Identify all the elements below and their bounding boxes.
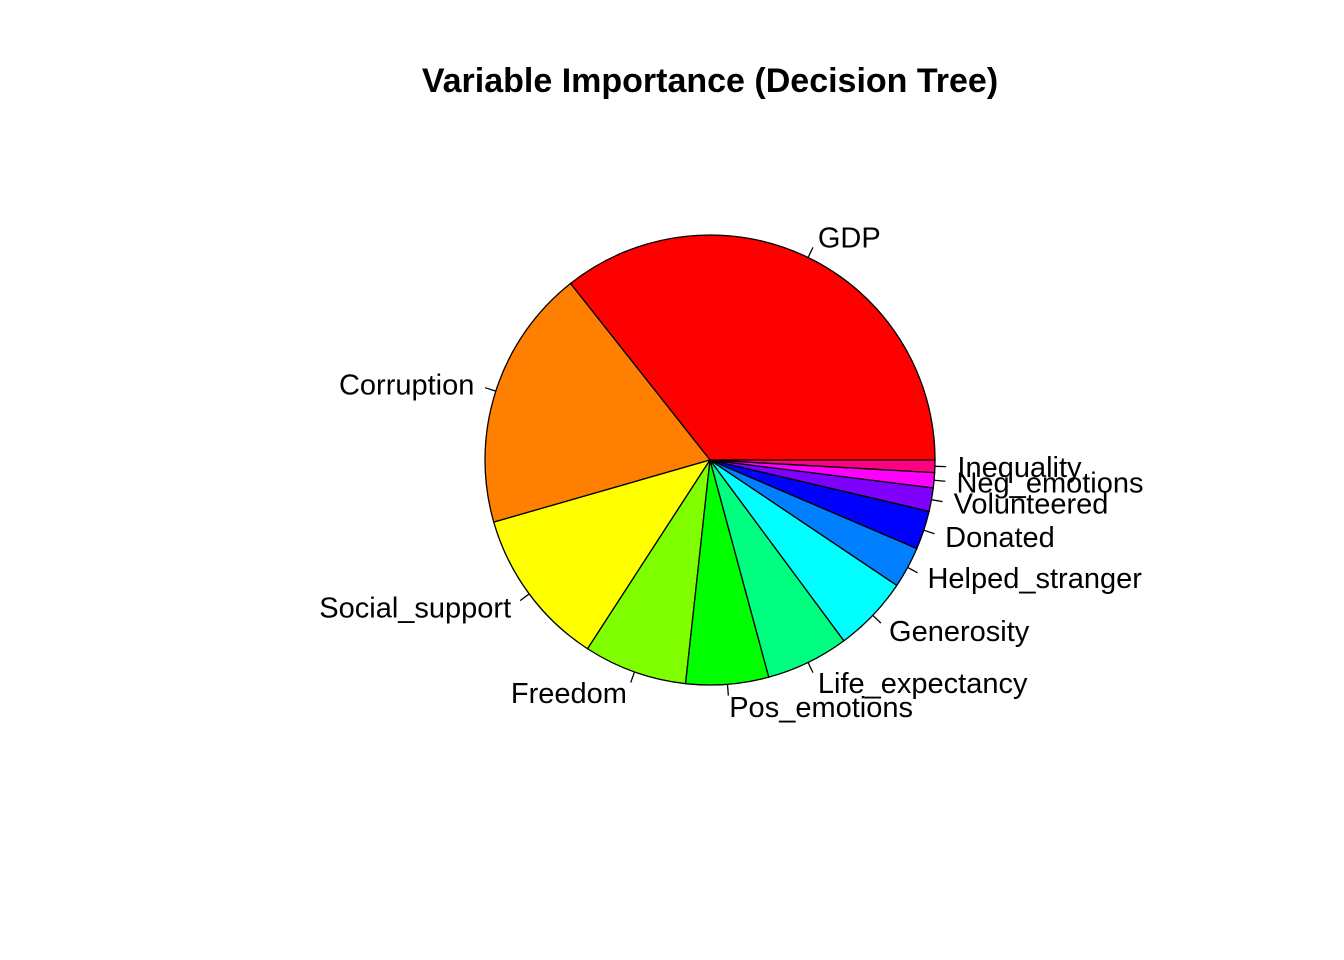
pie-leader-generosity — [872, 614, 882, 624]
pie-leader-pos-emotions — [726, 684, 729, 696]
pie-label-volunteered: Volunteered — [954, 489, 1109, 521]
pie-slices — [484, 234, 936, 686]
pie-label-neg-emotions: Neg_emotions — [956, 467, 1143, 499]
pie-label-pos-emotions: Pos_emotions — [729, 692, 913, 724]
pie-labels: GDP Corruption Social_support Freedom Pos_em… — [319, 222, 1143, 724]
pie-leader-life-expectancy — [807, 662, 814, 673]
pie-label-donated: Donated — [945, 522, 1055, 554]
pie-leader-gdp — [807, 247, 814, 258]
pie-slice-freedom — [586, 459, 711, 685]
pie-label-social-support: Social_support — [319, 592, 511, 624]
pie-label-inequality: Inequality — [957, 452, 1082, 484]
pie-leader-donated — [923, 529, 935, 535]
pie-slice-gdp — [569, 234, 936, 461]
pie-leader-volunteered — [931, 499, 943, 503]
pie-label-helped-stranger: Helped_stranger — [927, 563, 1142, 595]
pie-label-generosity: Generosity — [889, 616, 1030, 648]
pie-label-life-expectancy: Life_expectancy — [818, 668, 1028, 700]
chart-title: Variable Importance (Decision Tree) — [422, 62, 998, 100]
pie-leader-helped-stranger — [907, 566, 918, 574]
pie-label-corruption: Corruption — [339, 369, 474, 401]
pie-label-gdp: GDP — [818, 222, 881, 254]
pie-label-freedom: Freedom — [511, 678, 627, 710]
pie-slice-social-support — [492, 458, 712, 650]
pie-leader-freedom — [630, 671, 636, 683]
pie-leader-neg-emotions — [934, 479, 946, 482]
pie-leader-corruption — [484, 387, 496, 392]
pie-leader-social-support — [519, 593, 530, 602]
